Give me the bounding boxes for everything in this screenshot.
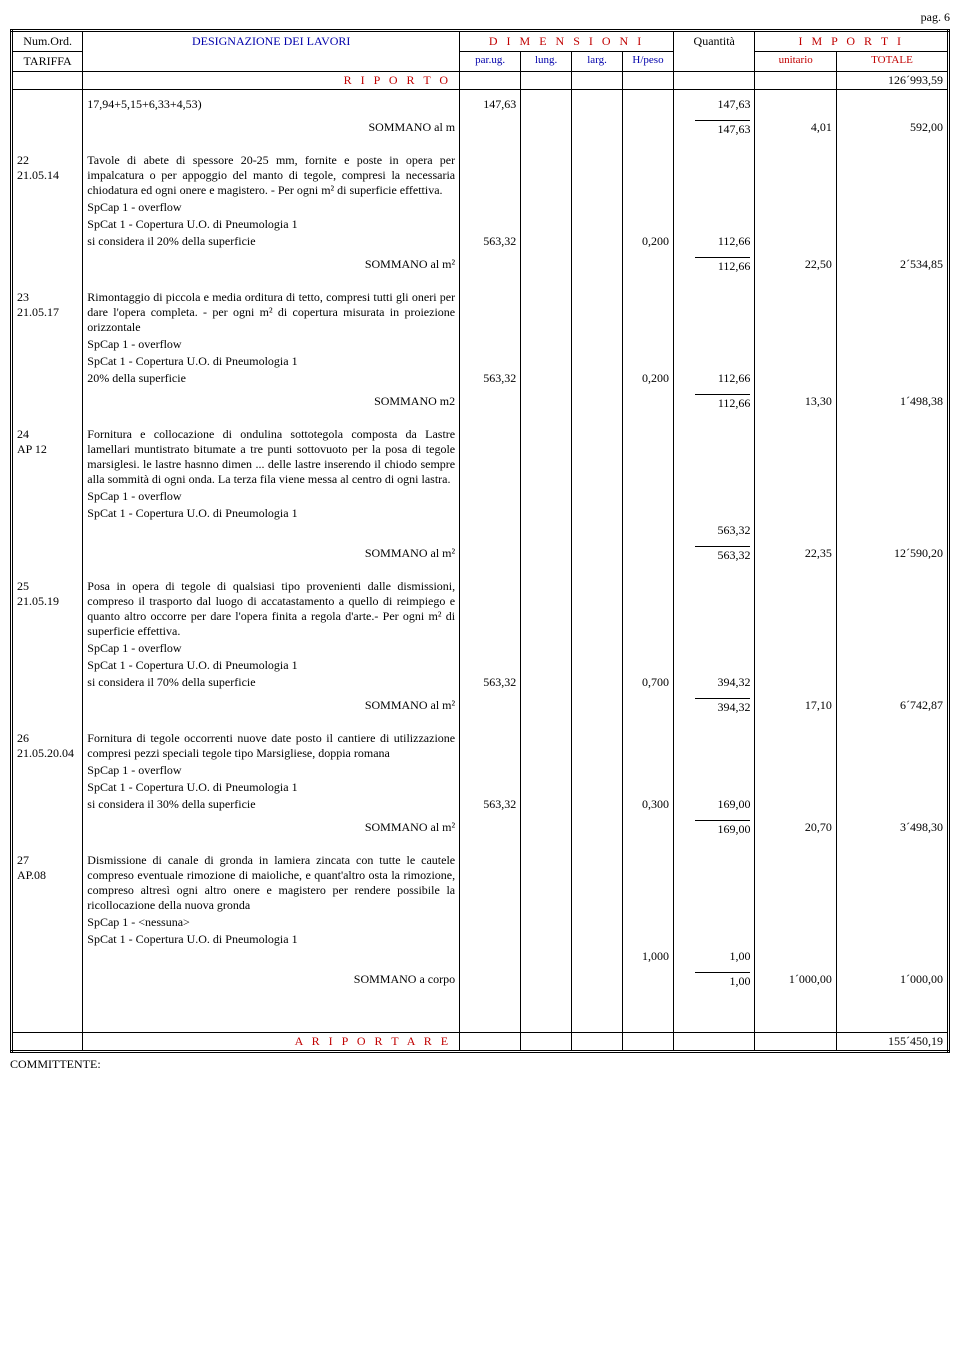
prev-sommano-qta: 147,63 bbox=[695, 120, 750, 137]
item-desc: Tavole di abete di spessore 20-25 mm, fo… bbox=[83, 152, 460, 199]
item-sommano-qta: 394,32 bbox=[695, 698, 750, 715]
item-sommano-unit: 22,35 bbox=[755, 545, 836, 564]
item-spcap: SpCat 1 - Copertura U.O. di Pneumologia … bbox=[83, 931, 460, 948]
hdr-larg: larg. bbox=[572, 52, 623, 72]
item-spcap: SpCap 1 - overflow bbox=[83, 199, 460, 216]
item-spcap: SpCap 1 - overflow bbox=[83, 762, 460, 779]
item-desc: Fornitura e collocazione di ondulina sot… bbox=[83, 426, 460, 488]
item-sommano-unit: 22,50 bbox=[755, 256, 836, 275]
item-spcap: SpCat 1 - Copertura U.O. di Pneumologia … bbox=[83, 505, 460, 522]
prev-qta: 147,63 bbox=[673, 96, 754, 113]
item-sommano-tot: 6´742,87 bbox=[836, 697, 948, 716]
hdr-parug: par.ug. bbox=[460, 52, 521, 72]
riportare-totale: 155´450,19 bbox=[836, 1033, 948, 1052]
item-num: 2321.05.17 bbox=[12, 289, 83, 336]
hdr-totale: TOTALE bbox=[836, 52, 948, 72]
prev-sommano-tot: 592,00 bbox=[836, 119, 948, 138]
item-desc: Rimontaggio di piccola e media orditura … bbox=[83, 289, 460, 336]
hdr-hpeso: H/peso bbox=[623, 52, 674, 72]
item-spcap: SpCat 1 - Copertura U.O. di Pneumologia … bbox=[83, 216, 460, 233]
item-num: 24AP 12 bbox=[12, 426, 83, 488]
item-num: 27AP.08 bbox=[12, 852, 83, 914]
item-sommano-tot: 1´000,00 bbox=[836, 971, 948, 990]
item-sommano-label: SOMMANO al m² bbox=[83, 697, 460, 716]
item-sommano-label: SOMMANO m2 bbox=[83, 393, 460, 412]
item-desc: Dismissione di canale di gronda in lamie… bbox=[83, 852, 460, 914]
item-measure: 20% della superficie bbox=[83, 370, 460, 387]
item-measure: si considera il 70% della superficie bbox=[83, 674, 460, 691]
item-sommano-label: SOMMANO al m² bbox=[83, 256, 460, 275]
hdr-dimensioni: D I M E N S I O N I bbox=[460, 31, 674, 52]
hdr-importi: I M P O R T I bbox=[755, 31, 949, 52]
item-sommano-tot: 2´534,85 bbox=[836, 256, 948, 275]
item-sommano-tot: 3´498,30 bbox=[836, 819, 948, 838]
item-spcap: SpCap 1 - <nessuna> bbox=[83, 914, 460, 931]
item-sommano-label: SOMMANO al m² bbox=[83, 545, 460, 564]
item-sommano-unit: 13,30 bbox=[755, 393, 836, 412]
item-num: 2521.05.19 bbox=[12, 578, 83, 640]
item-spcap: SpCap 1 - overflow bbox=[83, 336, 460, 353]
item-sommano-qta: 112,66 bbox=[695, 394, 750, 411]
riportare-label: A R I P O R T A R E bbox=[83, 1033, 460, 1052]
item-sommano-tot: 1´498,38 bbox=[836, 393, 948, 412]
item-sommano-label: SOMMANO al m² bbox=[83, 819, 460, 838]
item-num: 2221.05.14 bbox=[12, 152, 83, 199]
item-spcap: SpCat 1 - Copertura U.O. di Pneumologia … bbox=[83, 657, 460, 674]
item-spcap: SpCap 1 - overflow bbox=[83, 488, 460, 505]
item-sommano-tot: 12´590,20 bbox=[836, 545, 948, 564]
item-sommano-unit: 17,10 bbox=[755, 697, 836, 716]
item-sommano-unit: 1´000,00 bbox=[755, 971, 836, 990]
item-measure bbox=[83, 522, 460, 539]
item-sommano-qta: 112,66 bbox=[695, 257, 750, 274]
item-measure bbox=[83, 948, 460, 965]
item-desc: Fornitura di tegole occorrenti nuove dat… bbox=[83, 730, 460, 762]
hdr-quantita: Quantità bbox=[673, 31, 754, 72]
prev-formula: 17,94+5,15+6,33+4,53) bbox=[83, 96, 460, 113]
prev-parug: 147,63 bbox=[460, 96, 521, 113]
item-spcap: SpCap 1 - overflow bbox=[83, 640, 460, 657]
item-sommano-qta: 563,32 bbox=[695, 546, 750, 563]
page-number: pag. 6 bbox=[10, 10, 950, 25]
hdr-tariffa: TARIFFA bbox=[12, 52, 83, 72]
item-sommano-unit: 20,70 bbox=[755, 819, 836, 838]
item-measure: si considera il 20% della superficie bbox=[83, 233, 460, 250]
item-sommano-label: SOMMANO a corpo bbox=[83, 971, 460, 990]
item-spcap: SpCat 1 - Copertura U.O. di Pneumologia … bbox=[83, 353, 460, 370]
riporto-label: R I P O R T O bbox=[83, 72, 460, 90]
item-desc: Posa in opera di tegole di qualsiasi tip… bbox=[83, 578, 460, 640]
hdr-lung: lung. bbox=[521, 52, 572, 72]
item-measure: si considera il 30% della superficie bbox=[83, 796, 460, 813]
prev-sommano-unit: 4,01 bbox=[755, 119, 836, 138]
item-sommano-qta: 1,00 bbox=[695, 972, 750, 989]
prev-sommano-label: SOMMANO al m bbox=[83, 119, 460, 138]
riporto-totale: 126´993,59 bbox=[836, 72, 948, 90]
hdr-designazione: DESIGNAZIONE DEI LAVORI bbox=[83, 31, 460, 72]
hdr-unitario: unitario bbox=[755, 52, 836, 72]
estimate-table: Num.Ord. DESIGNAZIONE DEI LAVORI D I M E… bbox=[10, 29, 950, 1053]
item-sommano-qta: 169,00 bbox=[695, 820, 750, 837]
item-num: 2621.05.20.04 bbox=[12, 730, 83, 762]
item-spcap: SpCat 1 - Copertura U.O. di Pneumologia … bbox=[83, 779, 460, 796]
hdr-numord: Num.Ord. bbox=[12, 31, 83, 52]
committente-label: COMMITTENTE: bbox=[10, 1057, 950, 1072]
